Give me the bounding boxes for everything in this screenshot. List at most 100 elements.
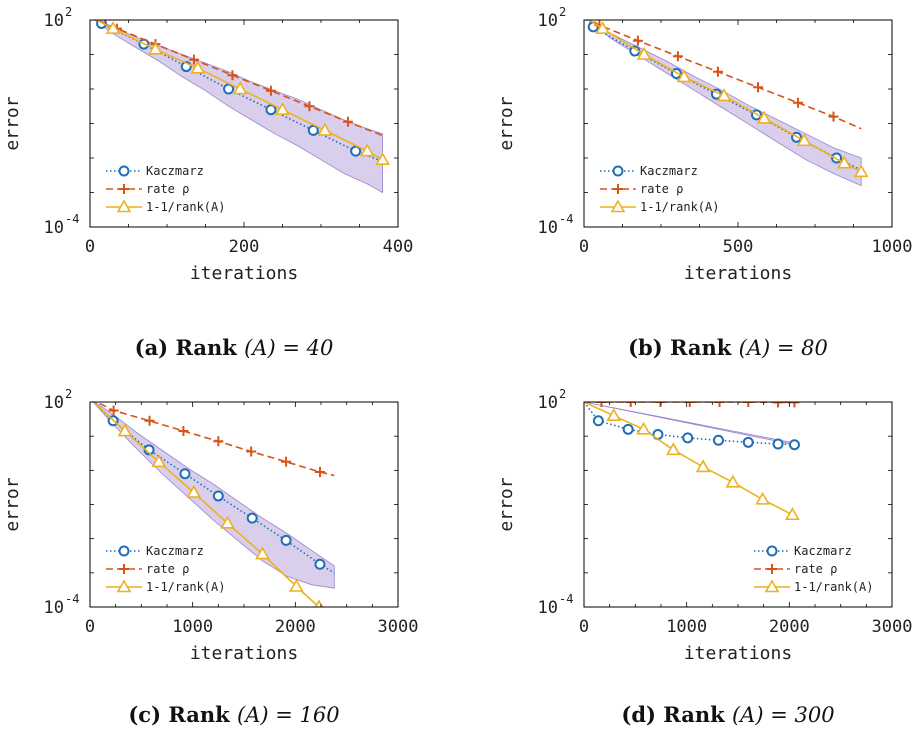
rate-marker: [655, 402, 666, 407]
inv_rank-marker: [220, 515, 235, 529]
legend-label-inv_rank: 1-1/rank(A): [794, 580, 873, 594]
inv_rank-marker: [853, 164, 869, 178]
legend-label-rate: rate ρ: [146, 182, 189, 196]
kaczmarz-marker: [682, 432, 694, 444]
panel-caption: (c) Rank (A) = 160: [128, 702, 339, 727]
rate-marker: [265, 85, 276, 96]
legend: Kaczmarz rate ρ 1-1/rank(A): [754, 544, 873, 594]
y-tick-label: 10 2: [44, 387, 73, 413]
kaczmarz-marker: [280, 534, 292, 546]
rate-marker: [743, 402, 754, 407]
y-tick-label: 10 2: [44, 5, 73, 31]
y-axis-label: error: [496, 477, 517, 531]
kaczmarz-marker: [592, 415, 604, 427]
kaczmarz-marker: [772, 438, 784, 450]
x-axis-label: iterations: [190, 263, 298, 284]
y-tick-exp: -4: [65, 592, 79, 606]
rate-marker: [227, 70, 238, 81]
legend-kaczmarz-marker: [766, 545, 778, 557]
series-inv_rank: [587, 20, 869, 178]
caption-math: (A) = 300: [732, 703, 835, 727]
x-tick-label: 200: [229, 237, 260, 257]
y-tick-label: 10 2: [538, 387, 567, 413]
y-tick-base: 10: [538, 393, 558, 413]
plot-area: [94, 20, 390, 194]
inv_rank-marker: [836, 155, 852, 169]
rate-marker: [712, 66, 723, 77]
rate-marker: [672, 51, 683, 62]
inv_rank-marker: [190, 60, 206, 74]
plot-area: [586, 20, 869, 187]
kaczmarz-marker: [350, 145, 362, 157]
inv_rank-marker: [636, 46, 652, 60]
inv_rank-marker: [275, 102, 290, 115]
inv_rank-marker: [665, 442, 681, 456]
inv_rank-marker: [716, 88, 732, 102]
legend: Kaczmarz rate ρ 1-1/rank(A): [600, 164, 719, 214]
y-tick-base: 10: [44, 218, 64, 238]
inv_rank-marker: [695, 459, 711, 473]
series-rate: [94, 402, 335, 478]
inv_rank-marker: [105, 21, 121, 34]
rate-marker: [828, 111, 839, 122]
y-tick-exp: 2: [559, 5, 566, 19]
kaczmarz-marker: [307, 124, 319, 136]
kaczmarz-marker: [622, 423, 634, 435]
x-axis-label: iterations: [684, 263, 792, 284]
rate-marker: [304, 101, 315, 112]
legend-kaczmarz-marker: [612, 165, 624, 177]
y-tick-label: 10 -4: [44, 592, 80, 618]
series-inv_rank: [94, 20, 390, 166]
y-axis-label: error: [2, 477, 23, 531]
y-tick-base: 10: [44, 11, 64, 31]
x-tick-label: 0: [85, 617, 95, 637]
legend-label-rate: rate ρ: [146, 562, 189, 576]
kaczmarz-marker: [223, 83, 235, 95]
inv_rank-marker: [796, 133, 812, 147]
series-rate: [95, 20, 383, 137]
inv_rank-marker: [359, 143, 375, 157]
legend-rate-marker: [119, 184, 129, 194]
legend-inv_rank-marker: [116, 579, 132, 593]
y-tick-label: 10 -4: [538, 212, 574, 238]
x-axis-label: iterations: [190, 643, 298, 664]
legend-inv_rank-marker: [116, 199, 132, 213]
legend-label-inv_rank: 1-1/rank(A): [146, 200, 225, 214]
caption-bold: Rank: [175, 335, 244, 360]
inv_rank-marker: [317, 122, 333, 136]
rate-marker: [108, 405, 119, 416]
kaczmarz-marker: [788, 439, 800, 451]
x-tick-label: 0: [579, 237, 589, 257]
caption-bold: Rank: [670, 335, 739, 360]
y-tick-base: 10: [44, 393, 64, 413]
legend: Kaczmarz rate ρ 1-1/rank(A): [106, 544, 225, 594]
inv_rank-marker: [255, 546, 270, 560]
x-tick-label: 500: [723, 237, 754, 257]
x-axis-label: iterations: [684, 643, 792, 664]
legend-label-rate: rate ρ: [794, 562, 837, 576]
variance-band: [94, 20, 383, 194]
series-rate: [588, 20, 862, 130]
inv_rank-marker: [756, 110, 772, 124]
x-tick-label: 400: [383, 237, 414, 257]
legend-label-rate: rate ρ: [640, 182, 683, 196]
caption-bold: Rank: [663, 702, 732, 727]
series-inv_rank: [92, 402, 324, 607]
inv_rank-marker: [117, 423, 133, 437]
legend-label-inv_rank: 1-1/rank(A): [146, 580, 225, 594]
rate-marker: [684, 402, 695, 407]
inv_rank-marker: [676, 69, 692, 83]
rate-marker: [753, 82, 764, 93]
x-tick-label: 1000: [872, 237, 912, 257]
series-kaczmarz: [584, 402, 800, 451]
caption-bold: Rank: [168, 702, 237, 727]
rate-marker: [246, 446, 257, 457]
y-tick-exp: 2: [65, 387, 72, 401]
inv_rank-marker: [288, 578, 304, 592]
plot-area: [92, 402, 335, 607]
rate-marker: [144, 415, 155, 426]
rate-marker: [714, 402, 725, 407]
